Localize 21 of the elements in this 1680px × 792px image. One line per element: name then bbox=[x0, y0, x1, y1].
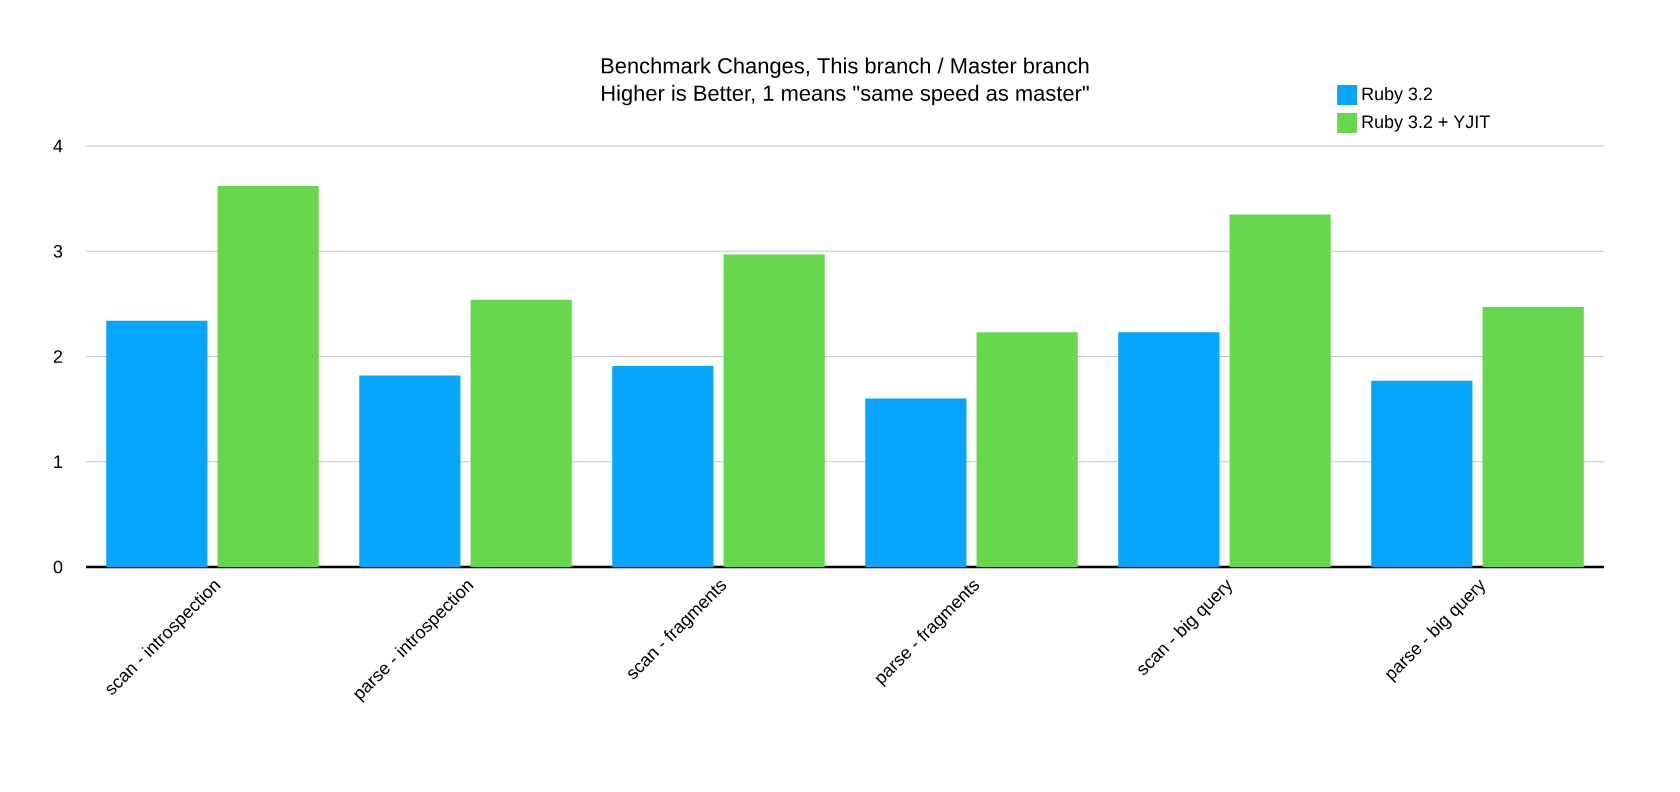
y-tick-label: 1 bbox=[54, 455, 63, 468]
bar bbox=[612, 365, 714, 567]
y-tick-label: 0 bbox=[53, 560, 63, 574]
bar bbox=[1371, 380, 1473, 567]
bar bbox=[1118, 332, 1220, 567]
legend-label: Ruby 3.2 bbox=[1362, 87, 1432, 104]
bar bbox=[1482, 307, 1584, 567]
bar bbox=[1229, 214, 1331, 567]
legend-label: Ruby 3.2 + YJIT bbox=[1362, 114, 1490, 132]
bar bbox=[865, 398, 967, 567]
y-tick-label: 2 bbox=[53, 350, 63, 363]
chart-title: Benchmark Changes, This branch / Master branch bbox=[601, 57, 1089, 78]
chart-subtitle: Higher is Better, 1 means "same speed as master" bbox=[602, 84, 1089, 106]
bar bbox=[359, 375, 461, 567]
bar bbox=[723, 254, 825, 567]
y-tick-label: 4 bbox=[53, 139, 63, 153]
bar bbox=[106, 320, 208, 567]
bar bbox=[470, 299, 572, 567]
y-tick-label: 3 bbox=[53, 244, 63, 258]
bar bbox=[217, 186, 319, 567]
bar bbox=[976, 332, 1078, 567]
